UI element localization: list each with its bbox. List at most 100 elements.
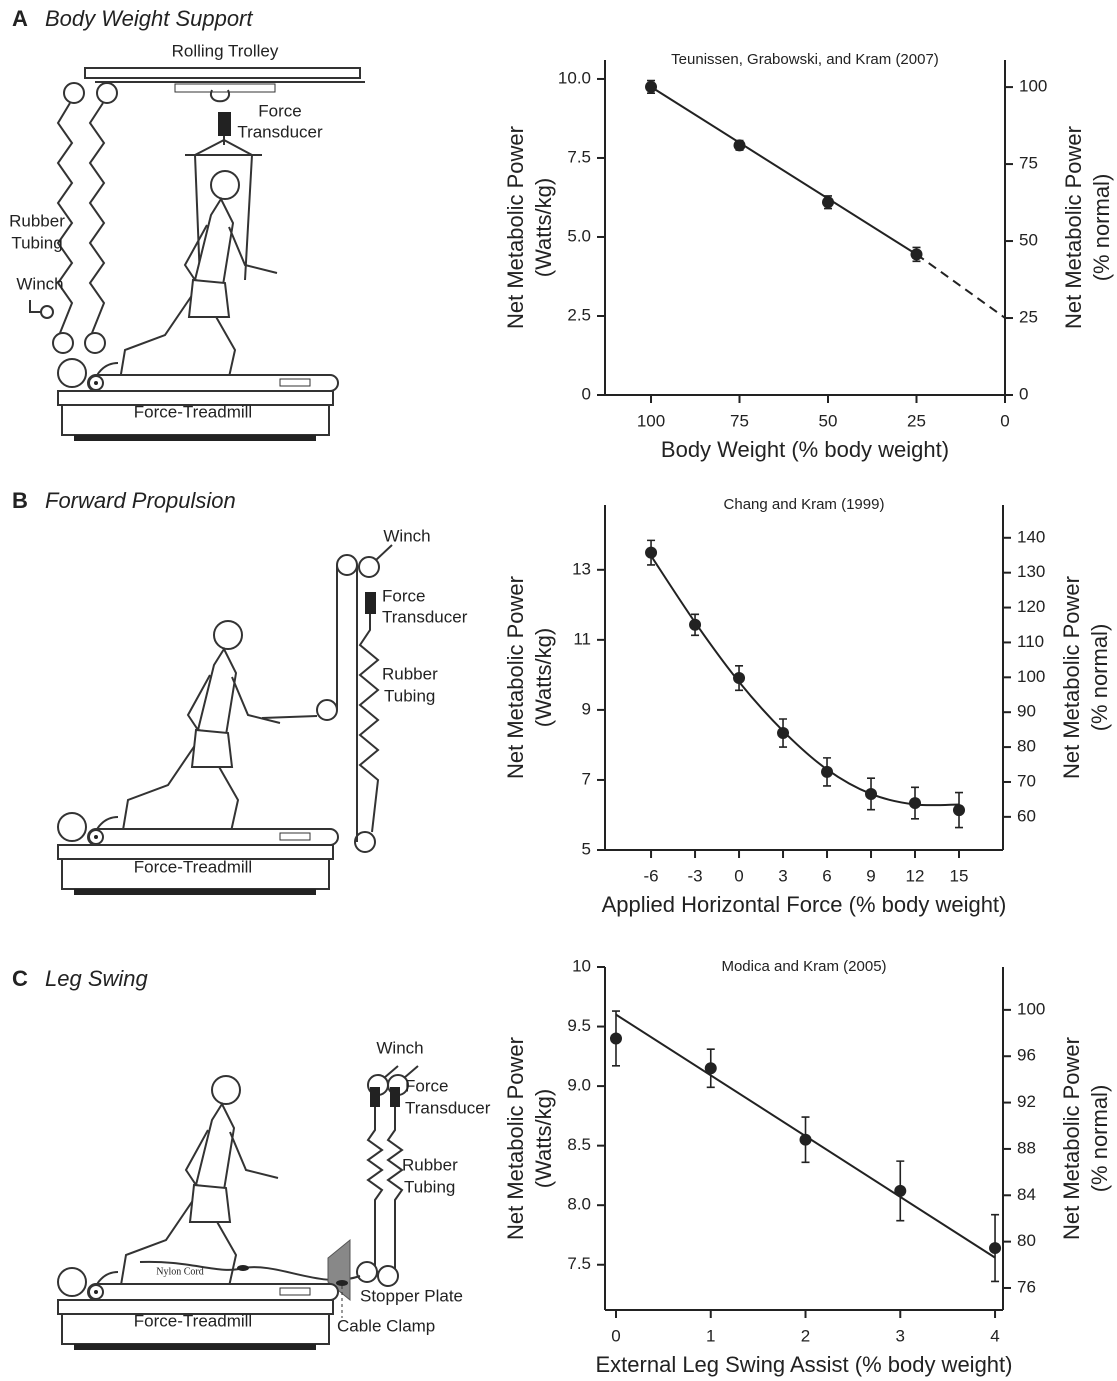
data-point: [777, 727, 789, 739]
x-tick-label: 100: [637, 411, 665, 430]
runner: [123, 621, 280, 850]
data-point: [894, 1185, 906, 1197]
y2-axis-label: Net Metabolic Power: [1061, 126, 1086, 329]
diagram-label: Winch: [383, 526, 430, 545]
y2-tick-label: 50: [1019, 231, 1038, 250]
winch-arm: [30, 300, 41, 312]
y-tick-label: 10.0: [558, 68, 591, 87]
runner: [120, 171, 277, 400]
x-tick-label: 1: [706, 1326, 715, 1345]
chart-title: Teunissen, Grabowski, and Kram (2007): [671, 51, 939, 68]
y-tick-label: 13: [572, 559, 591, 578]
y2-tick-label: 100: [1017, 667, 1045, 686]
x-tick-label: 6: [822, 866, 831, 885]
trolley-rail: [85, 68, 360, 78]
data-point: [689, 619, 701, 631]
data-point: [645, 81, 657, 93]
y-tick-label: 9.0: [567, 1076, 591, 1095]
y-tick-label: 7.5: [567, 1254, 591, 1273]
diagram-label: Nylon Cord: [156, 1266, 204, 1277]
x-tick-label: 0: [1000, 411, 1009, 430]
y2-tick-label: 0: [1019, 384, 1028, 403]
y-tick-label: 5: [582, 839, 591, 858]
y2-axis-label: (% normal): [1087, 1085, 1112, 1193]
data-point: [989, 1242, 1001, 1254]
panel-title: Leg Swing: [45, 966, 149, 991]
y-tick-label: 11: [573, 629, 591, 648]
winch: [41, 306, 53, 318]
diagram-label: Winch: [16, 274, 63, 293]
y-tick-label: 2.5: [567, 305, 591, 324]
data-point: [909, 797, 921, 809]
diagram-label: Tubing: [384, 686, 435, 705]
diagram-label: Cable Clamp: [337, 1316, 435, 1335]
panel-letter: C: [12, 966, 28, 991]
data-point: [821, 766, 833, 778]
treadmill: [58, 1268, 338, 1350]
diagram-label: Transducer: [405, 1098, 491, 1117]
y2-tick-label: 88: [1017, 1138, 1036, 1157]
y-axis-label: (Watts/kg): [531, 178, 556, 277]
y2-tick-label: 90: [1017, 702, 1036, 721]
x-tick-label: 75: [730, 411, 749, 430]
data-point: [911, 248, 923, 260]
rubber-tubing: [360, 614, 378, 832]
y2-tick-label: 140: [1017, 527, 1045, 546]
y2-tick-label: 84: [1017, 1185, 1036, 1204]
diagram-label: Rubber: [9, 211, 65, 230]
panel-letter: A: [12, 6, 28, 31]
cable-clamp: [336, 1280, 348, 1286]
x-tick-label: -6: [643, 866, 658, 885]
y2-tick-label: 76: [1017, 1277, 1036, 1296]
y-axis-label: (Watts/kg): [531, 628, 556, 727]
x-tick-label: 12: [906, 866, 925, 885]
y2-tick-label: 130: [1017, 562, 1045, 581]
pulley: [53, 333, 73, 353]
diagram-label: Winch: [376, 1038, 423, 1057]
data-point: [953, 804, 965, 816]
x-tick-label: 9: [866, 866, 875, 885]
data-point: [733, 672, 745, 684]
x-tick-label: 3: [896, 1326, 905, 1345]
y-tick-label: 5.0: [567, 226, 591, 245]
y2-tick-label: 80: [1017, 737, 1036, 756]
rubber-tubing: [90, 103, 104, 333]
cord-clamp: [237, 1265, 249, 1271]
diagram-label: Rolling Trolley: [172, 41, 279, 60]
chart-title: Chang and Kram (1999): [724, 496, 885, 513]
panel-title: Body Weight Support: [45, 6, 253, 31]
y2-axis-label: (% normal): [1087, 624, 1112, 732]
pulley: [97, 83, 117, 103]
y-axis-label: Net Metabolic Power: [503, 126, 528, 329]
diagram-label: Force-Treadmill: [134, 857, 252, 876]
x-axis-label: External Leg Swing Assist (% body weight…: [596, 1352, 1013, 1377]
y2-axis-label: Net Metabolic Power: [1059, 1037, 1084, 1240]
cable: [262, 565, 357, 842]
y2-tick-label: 25: [1019, 308, 1038, 327]
x-tick-label: 0: [734, 866, 743, 885]
y-tick-label: 9: [582, 699, 591, 718]
panel-title: Forward Propulsion: [45, 488, 236, 513]
y-tick-label: 0: [582, 384, 591, 403]
winch-arm: [376, 545, 392, 560]
trolley: [175, 84, 275, 92]
diagram-label: Tubing: [404, 1177, 455, 1196]
y-tick-label: 7: [582, 769, 591, 788]
y2-tick-label: 120: [1017, 597, 1045, 616]
y2-tick-label: 110: [1017, 632, 1044, 651]
x-axis-label: Applied Horizontal Force (% body weight): [602, 892, 1007, 917]
data-point: [822, 196, 834, 208]
y-tick-label: 8.5: [567, 1135, 591, 1154]
fit-line: [651, 556, 959, 805]
y-axis-label: (Watts/kg): [531, 1089, 556, 1188]
panel-letter: B: [12, 488, 28, 513]
diagram-label: Force: [258, 101, 301, 120]
diagram-label: Force: [405, 1076, 448, 1095]
extrapolation-line: [917, 254, 1005, 318]
y-tick-label: 7.5: [567, 147, 591, 166]
force-transducer: [390, 1087, 400, 1107]
force-transducer: [370, 1087, 380, 1107]
x-tick-label: 50: [819, 411, 838, 430]
diagram-label: Transducer: [237, 122, 323, 141]
rubber-tubing: [368, 1107, 402, 1270]
